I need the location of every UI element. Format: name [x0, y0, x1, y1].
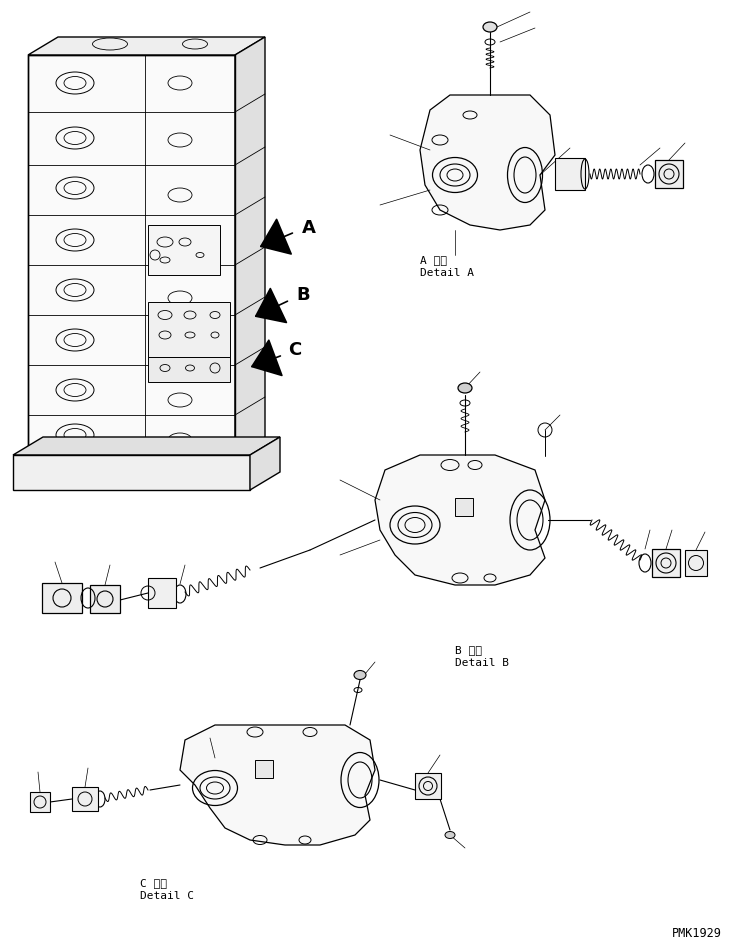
Bar [652, 549, 680, 577]
Bar [148, 578, 176, 608]
Ellipse shape [445, 831, 455, 839]
Bar [455, 498, 473, 516]
Ellipse shape [483, 22, 497, 32]
Bar [555, 158, 585, 190]
Bar [30, 792, 50, 812]
Polygon shape [13, 455, 250, 490]
Bar [42, 583, 82, 613]
Polygon shape [420, 95, 555, 230]
Text: C: C [288, 341, 301, 359]
Bar [255, 760, 273, 778]
Polygon shape [28, 55, 235, 455]
Text: A: A [302, 219, 316, 237]
Text: A 詳細: A 詳細 [420, 255, 447, 265]
Text: B: B [296, 286, 310, 304]
Bar [72, 787, 98, 811]
Bar [148, 225, 220, 275]
Text: PMK1929: PMK1929 [672, 927, 722, 940]
Text: C 詳細: C 詳細 [140, 878, 167, 888]
Bar [148, 357, 230, 382]
Polygon shape [180, 725, 375, 845]
Ellipse shape [458, 383, 472, 393]
Text: Detail B: Detail B [455, 658, 509, 668]
Bar [415, 773, 441, 799]
Text: Detail A: Detail A [420, 268, 474, 278]
Ellipse shape [354, 671, 366, 679]
Polygon shape [250, 437, 280, 490]
Polygon shape [13, 437, 280, 455]
Bar [148, 302, 230, 357]
Bar [90, 585, 120, 613]
Text: Detail C: Detail C [140, 891, 194, 901]
Polygon shape [28, 37, 265, 55]
Bar [655, 160, 683, 188]
Polygon shape [375, 455, 545, 585]
Polygon shape [235, 37, 265, 455]
Text: B 詳細: B 詳細 [455, 645, 482, 655]
Bar [685, 550, 707, 576]
